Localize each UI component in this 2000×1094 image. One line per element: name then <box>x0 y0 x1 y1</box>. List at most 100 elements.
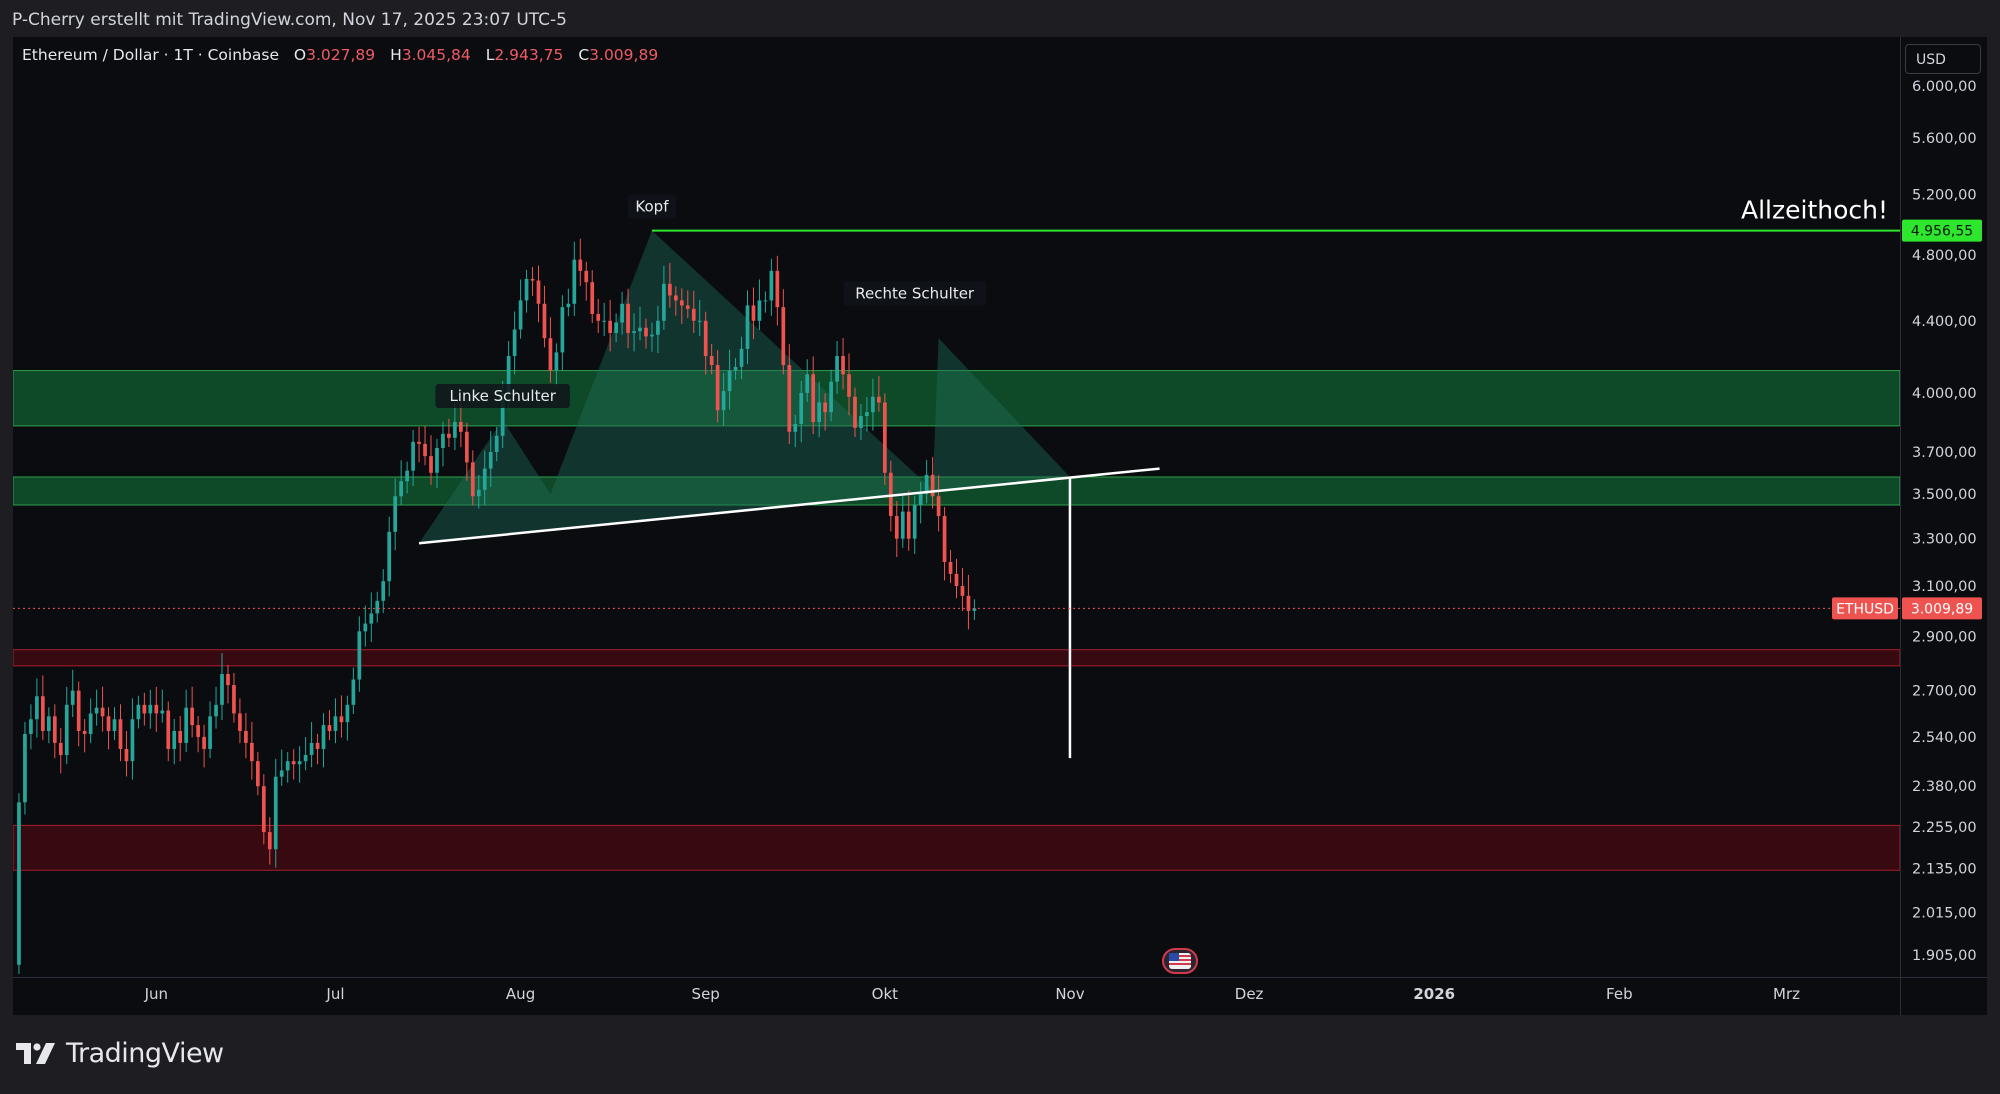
pattern-label-bg <box>435 383 570 408</box>
low-value: 2.943,75 <box>494 46 564 64</box>
candle-body <box>488 452 493 469</box>
candle-body <box>226 674 230 686</box>
candle-body <box>136 704 141 720</box>
candle-body <box>255 761 260 787</box>
candle-body <box>500 392 505 436</box>
candle-body <box>196 725 200 737</box>
candle-body <box>691 308 696 321</box>
candle-body <box>172 730 177 749</box>
candle-body <box>387 531 392 582</box>
candle-body <box>572 259 577 304</box>
candle-body <box>321 725 326 749</box>
pattern-layer <box>419 230 1070 544</box>
candle-body <box>309 742 314 756</box>
candle-body <box>566 303 571 308</box>
pattern-label-3: Rechte Schulter <box>855 284 975 302</box>
ath-price-tag <box>1902 219 1982 242</box>
candle-body <box>154 704 159 714</box>
candle-body <box>393 496 398 532</box>
candle-body <box>315 742 320 749</box>
candle-body <box>64 704 69 756</box>
price-chart[interactable]: Linke Schulter Kopf Rechte Schulter Allzeit… <box>13 37 1987 1015</box>
candle-body <box>596 313 601 321</box>
candle-body <box>470 462 475 497</box>
candle-body <box>888 472 893 517</box>
candle-body <box>411 441 415 471</box>
candle-body <box>697 320 702 322</box>
candle-body <box>942 516 947 562</box>
candle-body <box>244 730 248 743</box>
y-tick-label: 1.905,00 <box>1912 948 1977 964</box>
candle-body <box>178 730 183 743</box>
candle-body <box>76 690 81 731</box>
candle-body <box>644 327 648 337</box>
candle-body <box>859 416 863 428</box>
y-tick-label: 2.135,00 <box>1912 861 1977 877</box>
candle-body <box>202 736 206 749</box>
zone-layer <box>13 370 1901 871</box>
candle-body <box>214 704 218 717</box>
x-tick-label: Sep <box>692 985 720 1003</box>
candle-body <box>865 412 869 417</box>
candle-body <box>745 305 750 349</box>
ohlc-legend: Ethereum / Dollar · 1T · Coinbase O3.027… <box>22 46 658 64</box>
candle-body <box>781 307 786 366</box>
candle-body <box>972 608 977 611</box>
pattern-label-2: Kopf <box>635 198 669 216</box>
candle-body <box>626 303 630 333</box>
candle-body <box>506 356 511 393</box>
close-label: C <box>578 46 590 64</box>
currency-selector[interactable]: USD <box>1905 44 1981 74</box>
candle-body <box>900 511 905 539</box>
candle-body <box>482 468 487 490</box>
symbol-label[interactable]: Ethereum / Dollar · 1T · Coinbase <box>22 46 279 64</box>
candle-body <box>727 370 732 392</box>
pattern-shading <box>419 230 1070 544</box>
y-tick-label: 3.100,00 <box>1912 579 1977 595</box>
zone-green-1 <box>13 370 1901 427</box>
y-tick-label: 2.255,00 <box>1912 820 1977 836</box>
candle-body <box>662 283 666 321</box>
y-tick-label: 4.000,00 <box>1912 386 1977 402</box>
x-tick-label: Dez <box>1235 985 1264 1003</box>
ath-price-label: 4.956,55 <box>1911 224 1973 240</box>
candle-body <box>100 707 105 717</box>
y-tick-label: 4.800,00 <box>1912 248 1977 264</box>
candle-body <box>512 329 517 357</box>
candle-body <box>793 423 798 432</box>
candle-body <box>799 392 804 424</box>
candle-body <box>417 441 421 444</box>
candle-body <box>811 374 816 422</box>
x-tick-label: Aug <box>506 985 535 1003</box>
candle-body <box>333 716 338 731</box>
candle-body <box>835 356 839 382</box>
candle-body <box>453 421 457 438</box>
chart-panel[interactable]: Linke Schulter Kopf Rechte Schulter Allzeit… <box>13 37 1987 1015</box>
candle-body <box>853 396 857 428</box>
candle-body <box>554 352 559 371</box>
candle-body <box>208 716 212 749</box>
tradingview-logo[interactable]: TradingView <box>16 1038 224 1069</box>
candle-body <box>871 396 875 413</box>
x-tick-label: Mrz <box>1773 985 1800 1003</box>
candle-body <box>29 719 33 734</box>
candle-body <box>924 474 929 495</box>
candle-body <box>142 704 147 714</box>
open-value: 3.027,89 <box>306 46 376 64</box>
candle-body <box>363 623 368 632</box>
y-tick-label: 5.200,00 <box>1912 187 1977 203</box>
candle-body <box>930 474 935 497</box>
us-flag-icon[interactable] <box>1162 948 1198 974</box>
candle-body <box>614 322 618 333</box>
current-price-label: 3.009,89 <box>1911 601 1973 617</box>
candle-body <box>536 280 541 304</box>
candle-body <box>267 832 272 850</box>
candle-body <box>112 719 117 731</box>
x-tick-label: Nov <box>1055 985 1084 1003</box>
candle-body <box>608 320 613 333</box>
candle-body <box>769 270 774 301</box>
candle-body <box>703 320 708 357</box>
candle-body <box>369 613 374 624</box>
candle-body <box>441 433 445 448</box>
y-tick-label: 2.380,00 <box>1912 779 1977 795</box>
